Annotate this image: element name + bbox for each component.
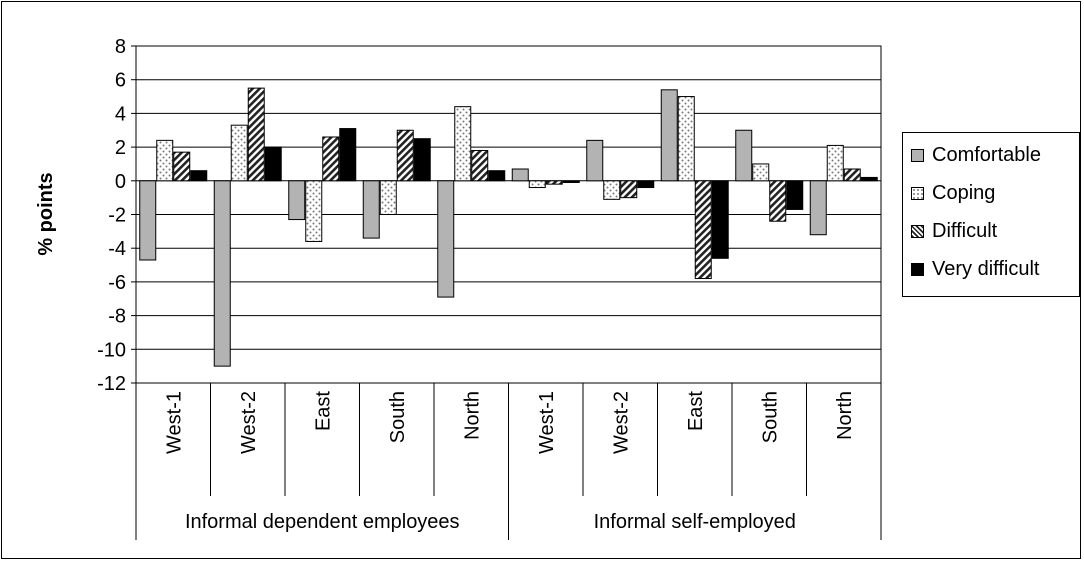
bar-very-difficult bbox=[711, 180, 729, 259]
legend-swatch-very-difficult bbox=[911, 262, 924, 276]
bar-coping bbox=[528, 180, 546, 189]
bar-difficult bbox=[620, 180, 638, 199]
x-tick-label: North bbox=[461, 391, 483, 440]
bar-coping bbox=[677, 96, 695, 182]
bar-comfortable bbox=[437, 180, 455, 298]
bar-very-difficult bbox=[488, 170, 506, 182]
y-tick-label: -4 bbox=[108, 238, 126, 260]
y-tick-label: 0 bbox=[115, 171, 126, 193]
x-tick-label: South bbox=[759, 391, 781, 443]
y-tick-label: 2 bbox=[115, 137, 126, 159]
legend-label-comfortable: Comfortable bbox=[932, 143, 1041, 166]
y-tick-label: -2 bbox=[108, 205, 126, 227]
bar-coping bbox=[305, 180, 323, 242]
legend-item-very-difficult: Very difficult bbox=[911, 254, 1039, 284]
bar-comfortable bbox=[139, 180, 157, 261]
plot-area: -12 -10 -8 -6 -4 -2 0 2 4 6 8 West-1 West-2 East South… bbox=[97, 36, 882, 540]
bar-very-difficult bbox=[562, 180, 580, 183]
x-tick-label: East bbox=[685, 391, 707, 431]
bar-difficult bbox=[471, 149, 489, 182]
y-tick-label: 6 bbox=[115, 70, 126, 92]
bar-difficult bbox=[694, 180, 712, 280]
bar-comfortable bbox=[660, 89, 678, 182]
group-label: Informal self-employed bbox=[594, 511, 796, 533]
bar-comfortable bbox=[288, 180, 306, 221]
bar-difficult bbox=[769, 180, 787, 222]
legend-swatch-difficult bbox=[911, 224, 924, 238]
y-tick-label: -10 bbox=[97, 339, 126, 361]
legend-swatch-comfortable bbox=[911, 148, 924, 162]
bar-very-difficult bbox=[190, 170, 208, 182]
legend-label-difficult: Difficult bbox=[932, 219, 998, 242]
bar-comfortable bbox=[511, 168, 529, 182]
bar-difficult bbox=[322, 136, 340, 182]
bar-comfortable bbox=[809, 180, 827, 236]
bar-very-difficult bbox=[264, 146, 282, 182]
legend: Comfortable Coping Difficult Very diffic… bbox=[902, 132, 1080, 297]
bar-coping bbox=[230, 124, 248, 182]
group-label: Informal dependent employees bbox=[185, 511, 460, 533]
bar-very-difficult bbox=[637, 180, 655, 189]
bar-coping bbox=[379, 180, 397, 216]
bar-coping bbox=[454, 106, 472, 182]
bar-difficult bbox=[247, 87, 265, 182]
x-tick-label: North bbox=[834, 391, 856, 440]
bar-coping bbox=[826, 144, 844, 182]
legend-item-comfortable: Comfortable bbox=[911, 140, 1041, 170]
bar-very-difficult bbox=[860, 176, 878, 182]
bar-comfortable bbox=[213, 180, 231, 367]
bar-difficult bbox=[396, 129, 414, 182]
y-tick-label: -8 bbox=[108, 306, 126, 328]
x-tick-label: West-1 bbox=[536, 391, 558, 454]
y-axis-label: % points bbox=[35, 172, 57, 255]
bar-difficult bbox=[843, 168, 861, 182]
bar-coping bbox=[752, 163, 770, 182]
legend-item-difficult: Difficult bbox=[911, 216, 997, 246]
x-tick-label: West-2 bbox=[610, 391, 632, 454]
bar-comfortable bbox=[362, 180, 380, 239]
x-tick-label: East bbox=[312, 391, 334, 431]
y-tick-label: -6 bbox=[108, 272, 126, 294]
legend-item-coping: Coping bbox=[911, 178, 995, 208]
legend-label-coping: Coping bbox=[932, 181, 996, 204]
x-tick-label: South bbox=[387, 391, 409, 443]
y-tick-label: 4 bbox=[115, 103, 126, 125]
bar-comfortable bbox=[586, 139, 604, 182]
bar-difficult bbox=[173, 151, 191, 182]
bar-comfortable bbox=[735, 129, 753, 182]
x-tick-label: West-2 bbox=[238, 391, 260, 454]
bar-coping bbox=[603, 180, 621, 200]
bar-coping bbox=[156, 139, 174, 182]
y-tick-label: -12 bbox=[97, 373, 126, 395]
x-tick-label: West-1 bbox=[163, 391, 185, 454]
legend-swatch-coping bbox=[911, 186, 924, 200]
bar-difficult bbox=[545, 180, 563, 185]
bar-very-difficult bbox=[786, 180, 804, 210]
y-tick-label: 8 bbox=[115, 36, 126, 58]
bar-very-difficult bbox=[339, 128, 357, 182]
bar-very-difficult bbox=[413, 138, 431, 182]
legend-label-very-difficult: Very difficult bbox=[932, 257, 1040, 280]
